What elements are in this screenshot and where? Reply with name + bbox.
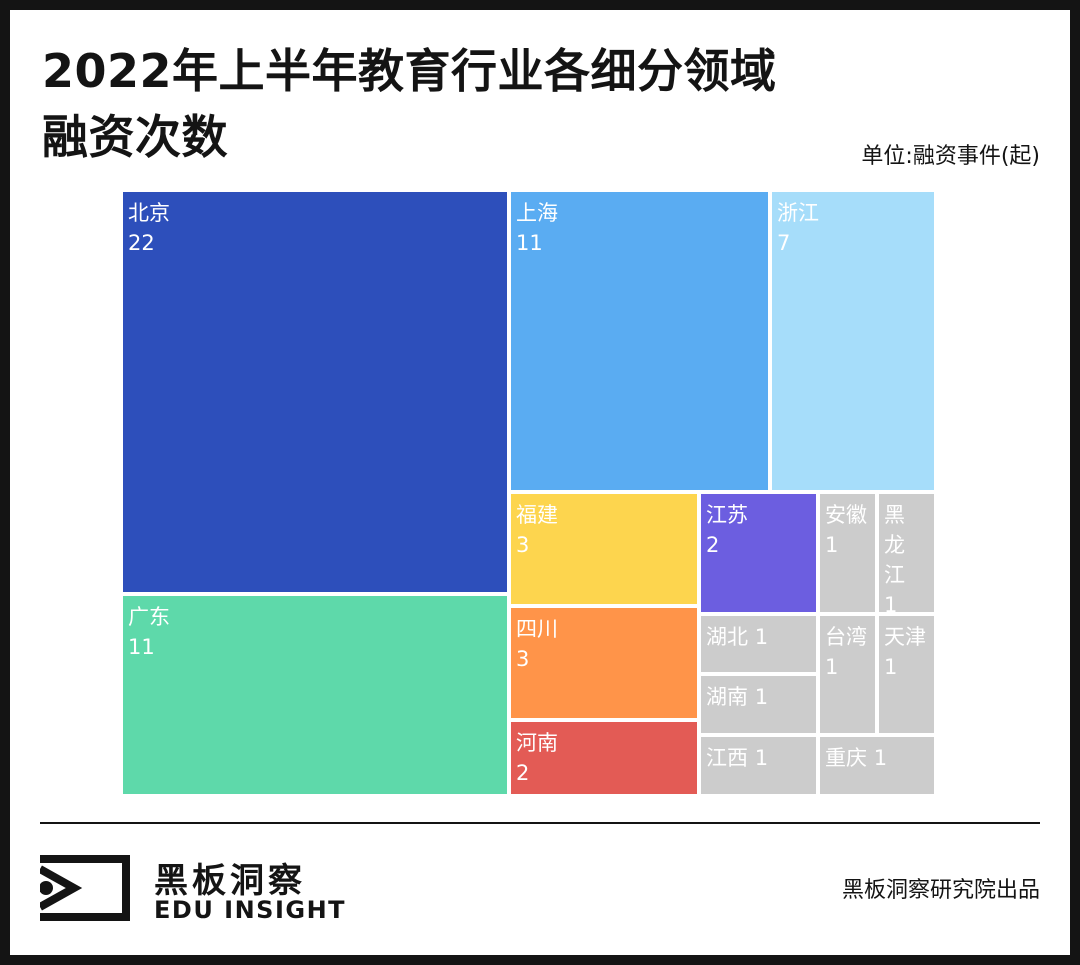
treemap-cell: 福建 3 — [509, 492, 699, 606]
cell-label: 重庆 1 — [825, 743, 887, 773]
cell-value: 3 — [516, 647, 530, 671]
treemap-cell: 安徽 1 — [818, 492, 877, 614]
treemap-cell: 浙江 7 — [770, 190, 936, 492]
cell-name: 河南 — [516, 731, 558, 755]
cell-value: 22 — [128, 231, 155, 255]
credit-text: 黑板洞察研究院出品 — [841, 878, 1040, 903]
treemap-cell: 湖南 1 — [699, 674, 818, 735]
cell-value: 1 — [754, 625, 769, 649]
cell-name: 上海 — [516, 201, 558, 225]
cell-value: 11 — [516, 231, 543, 255]
cell-label: 广东 11 — [128, 602, 170, 662]
cell-value: 1 — [873, 746, 888, 770]
footer-divider — [40, 822, 1040, 824]
treemap-cell: 江苏 2 — [699, 492, 818, 614]
cell-value: 1 — [754, 685, 769, 709]
cell-name: 台湾 — [825, 625, 867, 649]
cell-label: 黑龙江 1 — [884, 500, 906, 620]
cell-value: 1 — [884, 655, 898, 679]
cell-value: 2 — [706, 533, 720, 557]
cell-value: 11 — [128, 635, 155, 659]
brand-name-cn: 黑板洞察 — [154, 861, 306, 901]
cell-name: 广东 — [128, 605, 170, 629]
cell-label: 四川 3 — [516, 614, 558, 674]
cell-label: 福建 3 — [516, 500, 558, 560]
cell-label: 天津 1 — [884, 622, 926, 682]
cell-value: 1 — [754, 746, 769, 770]
cell-name: 浙江 — [777, 201, 819, 225]
treemap-cell: 黑龙江 1 — [877, 492, 936, 617]
cell-value: 1 — [825, 533, 839, 557]
cell-label: 安徽 1 — [825, 500, 867, 560]
cell-label: 湖南 1 — [706, 682, 768, 712]
treemap-cell: 台湾 1 — [818, 614, 877, 735]
cell-name: 安徽 — [825, 503, 867, 527]
unit-label: 单位:融资事件(起) — [861, 144, 1040, 169]
cell-label: 江苏 2 — [706, 500, 748, 560]
treemap-cell: 江西 1 — [699, 735, 818, 796]
treemap-cell: 天津 1 — [877, 614, 936, 735]
cell-name: 福建 — [516, 503, 558, 527]
cell-label: 上海 11 — [516, 198, 558, 258]
cell-label: 河南 2 — [516, 728, 558, 788]
cell-label: 湖北 1 — [706, 622, 768, 652]
cell-value: 7 — [777, 231, 791, 255]
cell-name: 黑龙江 — [884, 503, 905, 587]
cell-label: 北京 22 — [128, 198, 170, 258]
edu-insight-logo-icon — [40, 855, 130, 921]
cell-name: 四川 — [516, 617, 558, 641]
treemap-cell: 上海 11 — [509, 190, 770, 492]
brand-name-en: EDU INSIGHT — [154, 896, 347, 924]
treemap-cell: 四川 3 — [509, 606, 699, 720]
treemap-cell: 河南 2 — [509, 720, 699, 796]
cell-label: 台湾 1 — [825, 622, 867, 682]
cell-name: 湖北 — [706, 625, 748, 649]
cell-name: 北京 — [128, 201, 170, 225]
cell-value: 1 — [825, 655, 839, 679]
treemap-cell: 广东 11 — [121, 594, 509, 796]
cell-label: 浙江 7 — [777, 198, 819, 258]
treemap-cell: 重庆 1 — [818, 735, 936, 796]
cell-name: 江苏 — [706, 503, 748, 527]
chart-title-line-2: 融资次数 — [42, 110, 228, 164]
cell-name: 重庆 — [825, 746, 867, 770]
treemap-cell: 北京 22 — [121, 190, 509, 594]
cell-label: 江西 1 — [706, 743, 768, 773]
cell-name: 天津 — [884, 625, 926, 649]
cell-name: 湖南 — [706, 685, 748, 709]
chart-title-line-1: 2022年上半年教育行业各细分领域 — [42, 44, 777, 98]
treemap-cell: 湖北 1 — [699, 614, 818, 674]
cell-value: 3 — [516, 533, 530, 557]
cell-value: 2 — [516, 761, 530, 785]
cell-name: 江西 — [706, 746, 748, 770]
